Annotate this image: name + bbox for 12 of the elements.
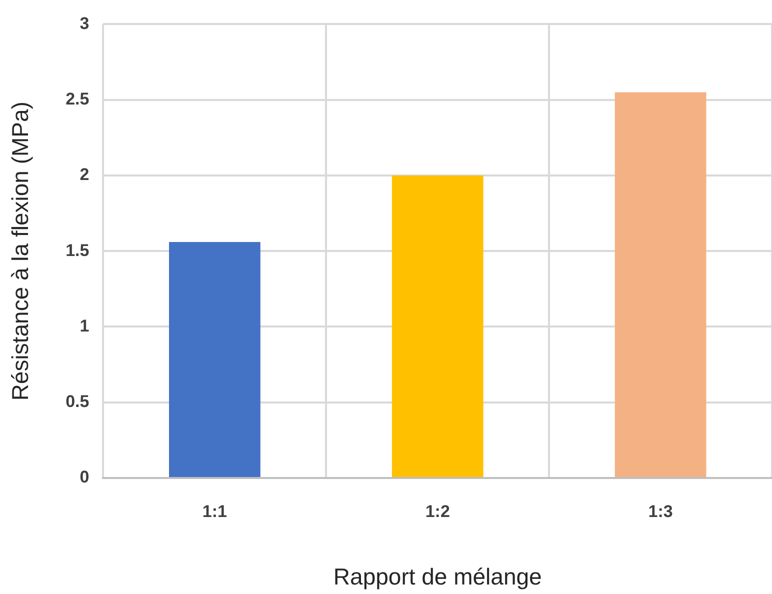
y-tick-label: 0.5 [66,392,90,412]
y-tick-label: 2.5 [66,90,90,109]
y-axis-title: Résistance à la flexion (MPa) [7,102,34,401]
y-tick-label: 1.5 [66,240,90,260]
y-tick-label: 2 [80,165,90,184]
y-tick-label: 1 [80,316,90,336]
y-tick-label: 3 [80,14,90,33]
x-axis-title: Rapport de mélange [333,564,542,590]
x-tick-label: 1:2 [425,502,450,521]
x-tick-label: 1:3 [648,502,673,521]
y-tick-label: 0 [80,468,90,487]
x-tick-label: 1:1 [202,502,227,521]
